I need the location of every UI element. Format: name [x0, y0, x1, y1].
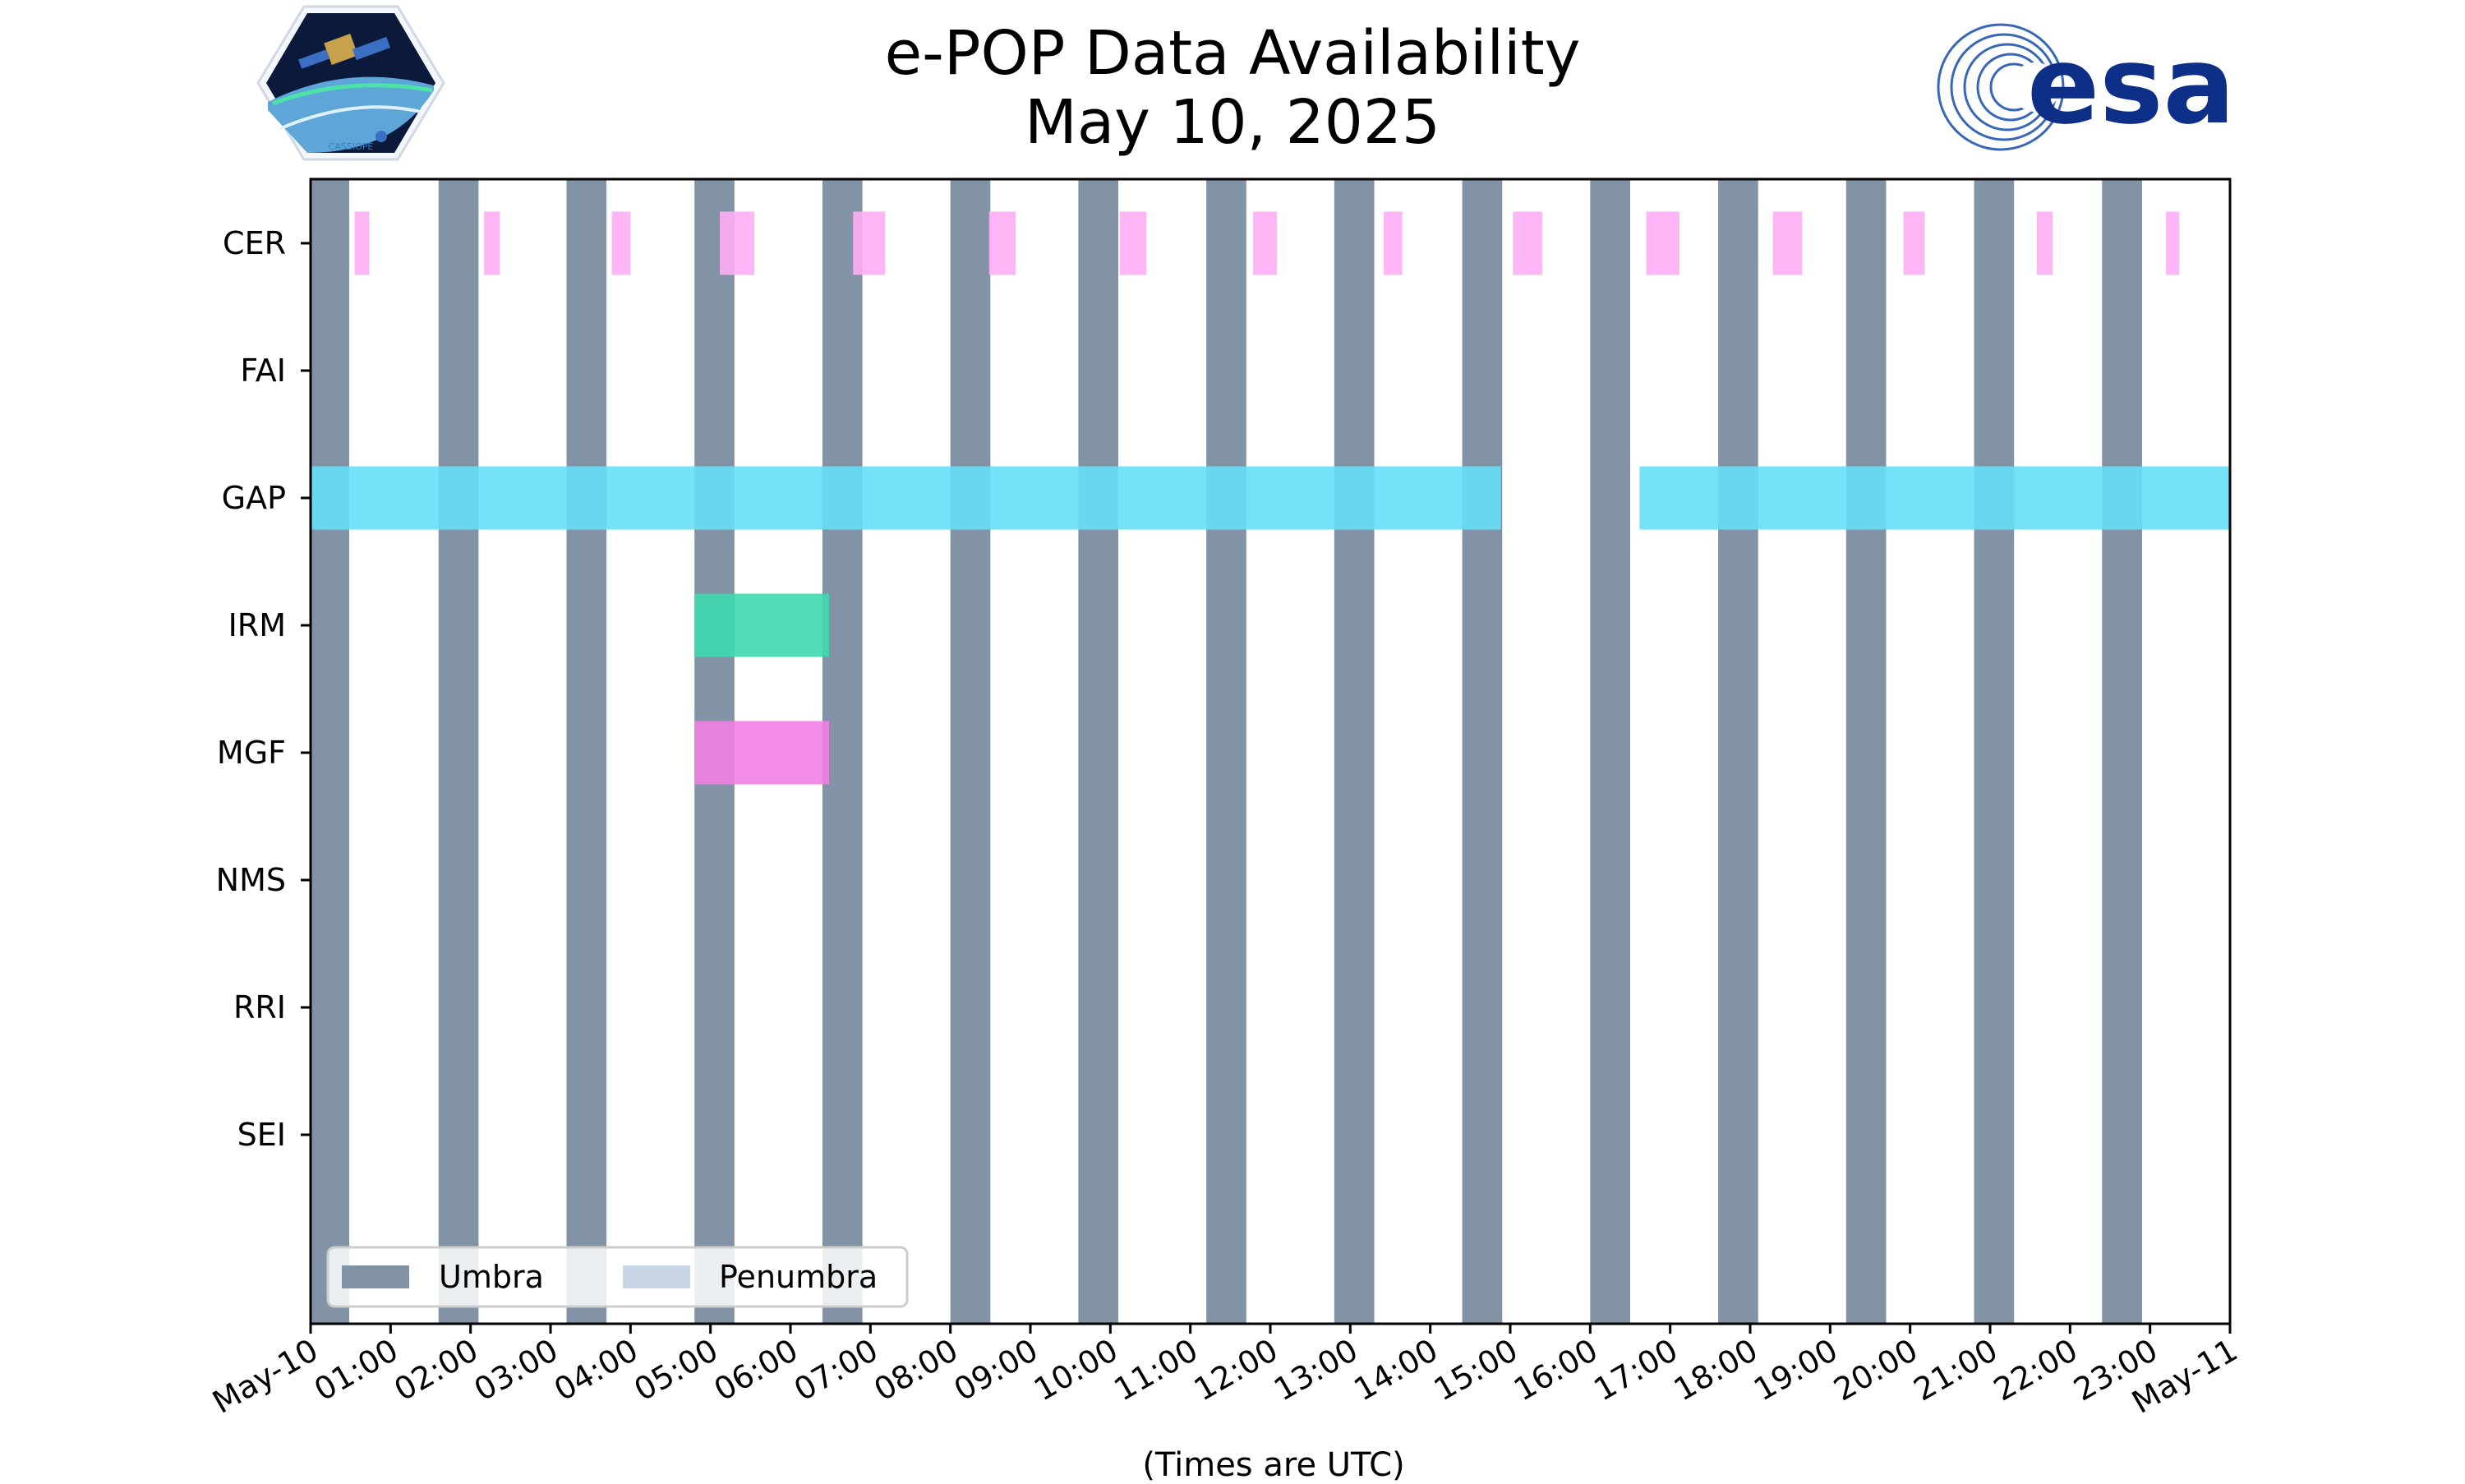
- data-bar-cer: [2166, 212, 2179, 275]
- y-tick-label: SEI: [237, 1117, 286, 1153]
- x-tick-label: 08:00: [868, 1332, 964, 1408]
- y-tick-label: CER: [223, 225, 286, 261]
- x-tick-label: 03:00: [468, 1332, 564, 1408]
- umbra-band: [2102, 179, 2142, 1324]
- y-tick-label: IRM: [228, 607, 286, 643]
- umbra-layer: [311, 179, 2142, 1324]
- umbra-band: [1846, 179, 1887, 1324]
- data-bar-cer: [720, 212, 754, 275]
- umbra-band: [1463, 179, 1503, 1324]
- data-bar-cer: [1773, 212, 1803, 275]
- umbra-band: [566, 179, 606, 1324]
- x-tick-label: 16:00: [1508, 1332, 1604, 1408]
- data-bar-cer: [853, 212, 885, 275]
- y-tick-label: RRI: [233, 989, 286, 1025]
- data-bar-cer: [1384, 212, 1403, 275]
- x-tick-label: 13:00: [1268, 1332, 1364, 1408]
- data-bar-mgf: [694, 721, 829, 785]
- umbra-band: [1590, 179, 1630, 1324]
- y-axis: CER FAI GAP IRM MGF NMS RRI SEI: [216, 225, 311, 1153]
- x-tick-label: 21:00: [1908, 1332, 2004, 1408]
- data-bar-gap: [311, 467, 1501, 530]
- x-axis: May-1001:0002:0003:0004:0005:0006:0007:0…: [206, 1324, 2243, 1421]
- x-tick-label: 04:00: [548, 1332, 644, 1408]
- data-bar-cer: [989, 212, 1016, 275]
- legend-swatch-umbra: [342, 1265, 409, 1288]
- x-tick-label: 07:00: [788, 1332, 884, 1408]
- x-tick-label: 20:00: [1827, 1332, 1924, 1408]
- x-tick-label: 09:00: [948, 1332, 1044, 1408]
- y-tick-label: GAP: [222, 480, 286, 516]
- x-tick-label: 05:00: [628, 1332, 724, 1408]
- legend-label-penumbra: Penumbra: [719, 1259, 878, 1295]
- umbra-band: [1718, 179, 1758, 1324]
- data-bar-cer: [612, 212, 631, 275]
- data-bar-irm: [694, 594, 829, 657]
- x-tick-label: 11:00: [1108, 1332, 1204, 1408]
- x-tick-label: 02:00: [388, 1332, 484, 1408]
- x-tick-label: 01:00: [308, 1332, 404, 1408]
- umbra-band: [1334, 179, 1375, 1324]
- x-tick-label: 12:00: [1188, 1332, 1284, 1408]
- legend: Umbra Penumbra: [328, 1247, 907, 1307]
- umbra-band: [1974, 179, 2015, 1324]
- umbra-band: [1078, 179, 1118, 1324]
- x-axis-label: (Times are UTC): [1085, 1446, 1463, 1484]
- legend-label-umbra: Umbra: [439, 1259, 544, 1295]
- x-tick-label: 17:00: [1587, 1332, 1684, 1408]
- data-bar-gap: [1639, 467, 2230, 530]
- data-bar-cer: [1120, 212, 1146, 275]
- x-tick-label: 10:00: [1028, 1332, 1124, 1408]
- x-tick-label: 22:00: [1988, 1332, 2084, 1408]
- data-bar-cer: [1253, 212, 1277, 275]
- data-bar-cer: [1646, 212, 1679, 275]
- data-bar-cer: [2037, 212, 2053, 275]
- umbra-band: [1206, 179, 1246, 1324]
- legend-swatch-penumbra: [623, 1265, 690, 1288]
- umbra-band: [951, 179, 991, 1324]
- y-tick-label: MGF: [217, 735, 286, 771]
- data-bar-cer: [1513, 212, 1542, 275]
- data-bar-cer: [1904, 212, 1925, 275]
- umbra-band: [311, 179, 349, 1324]
- data-bar-cer: [355, 212, 370, 275]
- y-tick-label: FAI: [240, 353, 286, 389]
- y-tick-label: NMS: [216, 862, 286, 898]
- x-tick-label: 14:00: [1348, 1332, 1444, 1408]
- data-bar-cer: [484, 212, 500, 275]
- x-tick-label: 06:00: [708, 1332, 804, 1408]
- x-tick-label: 15:00: [1428, 1332, 1524, 1408]
- x-tick-label: 19:00: [1748, 1332, 1844, 1408]
- x-tick-label: May-10: [206, 1332, 324, 1421]
- umbra-band: [439, 179, 479, 1324]
- x-tick-label: 18:00: [1668, 1332, 1764, 1408]
